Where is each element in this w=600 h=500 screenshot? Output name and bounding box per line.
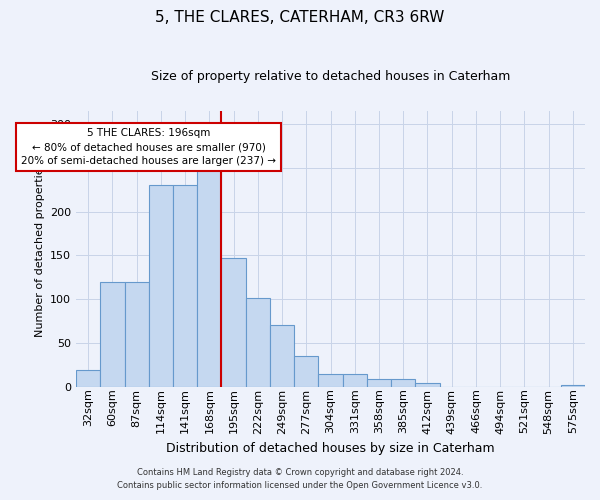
Y-axis label: Number of detached properties: Number of detached properties	[35, 161, 44, 336]
Bar	[343, 374, 367, 387]
Bar	[391, 380, 415, 387]
Bar	[246, 298, 270, 387]
Bar	[100, 282, 125, 387]
Bar	[221, 258, 246, 387]
Bar	[367, 380, 391, 387]
Bar	[149, 185, 173, 387]
X-axis label: Distribution of detached houses by size in Caterham: Distribution of detached houses by size …	[166, 442, 495, 455]
Bar	[197, 168, 221, 387]
Bar	[294, 356, 319, 387]
Bar	[319, 374, 343, 387]
Bar	[415, 383, 440, 387]
Text: Contains HM Land Registry data © Crown copyright and database right 2024.
Contai: Contains HM Land Registry data © Crown c…	[118, 468, 482, 490]
Bar	[125, 282, 149, 387]
Bar	[76, 370, 100, 387]
Bar	[561, 384, 585, 387]
Title: Size of property relative to detached houses in Caterham: Size of property relative to detached ho…	[151, 70, 510, 83]
Bar	[173, 185, 197, 387]
Text: 5, THE CLARES, CATERHAM, CR3 6RW: 5, THE CLARES, CATERHAM, CR3 6RW	[155, 10, 445, 25]
Text: 5 THE CLARES: 196sqm
← 80% of detached houses are smaller (970)
20% of semi-deta: 5 THE CLARES: 196sqm ← 80% of detached h…	[21, 128, 276, 166]
Bar	[270, 325, 294, 387]
